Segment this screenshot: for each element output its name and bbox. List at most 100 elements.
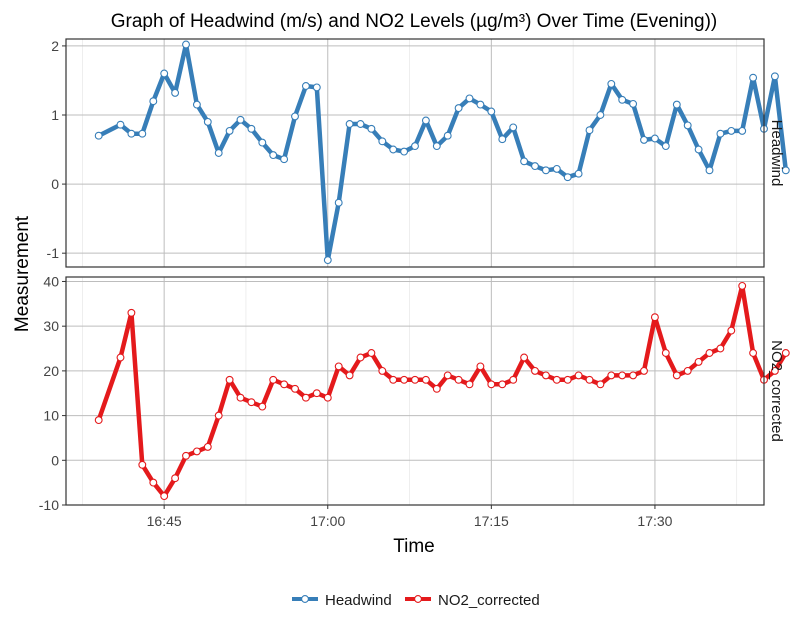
legend-item-no2-corrected: NO2_corrected (405, 592, 540, 609)
data-point (356, 120, 365, 128)
x-tick-label: 16:45 (147, 513, 182, 529)
data-point (236, 393, 245, 402)
data-point (203, 442, 212, 451)
data-point (291, 112, 299, 121)
data-point (629, 371, 638, 380)
data-point (421, 375, 430, 384)
data-point (214, 149, 223, 157)
y-tick-label: -1 (47, 245, 60, 261)
data-point (171, 474, 180, 483)
data-point (323, 393, 332, 402)
data-point (280, 155, 289, 164)
panel-headwind: -1 0 1 2 Headwind (47, 38, 790, 268)
data-point (301, 393, 310, 402)
x-tick-label: 17:15 (474, 513, 509, 529)
data-point (694, 145, 703, 154)
data-point (225, 126, 234, 135)
data-point (127, 308, 136, 317)
data-point (301, 82, 310, 90)
legend-point-swatch (414, 595, 422, 603)
data-point (269, 151, 278, 160)
panel-border (65, 276, 765, 506)
data-point (465, 94, 474, 103)
data-point (640, 135, 648, 144)
data-point (258, 402, 267, 411)
data-point (727, 326, 736, 335)
data-point (291, 384, 299, 393)
y-axis-label: Measurement (12, 215, 33, 332)
data-point (563, 173, 572, 182)
data-point (127, 129, 136, 138)
y-tick-label: 10 (43, 408, 59, 424)
data-point (705, 166, 714, 175)
data-point (661, 142, 670, 151)
data-point (400, 147, 409, 156)
data-point (312, 389, 321, 398)
data-point (541, 371, 550, 380)
legend-point-swatch (301, 595, 309, 603)
data-point (640, 366, 648, 375)
y-tick-label: 1 (51, 107, 59, 123)
data-point (432, 142, 441, 151)
data-point (378, 366, 387, 375)
data-point (138, 129, 147, 138)
data-point (345, 120, 354, 128)
data-point (629, 99, 638, 108)
data-point (367, 124, 376, 133)
data-point (716, 344, 725, 353)
data-point (781, 349, 790, 357)
data-point (160, 69, 169, 78)
data-point (476, 100, 485, 109)
data-point (280, 380, 289, 389)
data-point (770, 366, 779, 375)
data-point (683, 121, 692, 130)
data-point (389, 145, 398, 154)
data-point (192, 447, 201, 456)
data-point (618, 371, 627, 380)
data-point (94, 131, 103, 140)
legend: Headwind NO2_corrected (292, 592, 540, 609)
panel-border (65, 38, 765, 268)
data-point (225, 375, 234, 384)
data-point (236, 115, 245, 124)
data-point (727, 126, 736, 135)
data-point (672, 100, 681, 109)
legend-item-headwind: Headwind (292, 592, 392, 609)
data-point (149, 97, 158, 106)
facet-strip-label: NO2_corrected (768, 340, 785, 442)
data-point (618, 95, 627, 104)
data-point (694, 357, 703, 366)
x-axis: 16:45 17:00 17:15 17:30 (147, 505, 673, 529)
data-point (149, 478, 158, 487)
data-point (182, 40, 190, 49)
data-point (411, 142, 419, 151)
data-point (476, 362, 485, 371)
x-axis-label: Time (393, 536, 435, 557)
data-point (454, 104, 463, 113)
data-point (585, 375, 594, 384)
data-point (661, 349, 670, 357)
data-point (400, 375, 409, 384)
data-point (334, 198, 343, 207)
data-point (716, 129, 725, 138)
data-point (531, 162, 539, 171)
data-point (683, 366, 692, 375)
chart-panels: -1012Headwind-10010203040NO2_corrected16… (39, 38, 790, 529)
data-point (520, 157, 529, 166)
legend-label: Headwind (325, 592, 392, 609)
data-point (378, 137, 387, 146)
y-tick-label: 0 (51, 452, 59, 468)
chart-title: Graph of Headwind (m/s) and NO2 Levels (… (111, 11, 717, 32)
data-point (421, 116, 430, 125)
data-point (781, 166, 790, 175)
series-line-no2-corrected (96, 283, 789, 499)
y-tick-label: 20 (43, 363, 59, 379)
data-point (182, 451, 190, 460)
legend-label: NO2_corrected (438, 592, 540, 609)
data-point (607, 371, 616, 380)
data-point (116, 353, 125, 362)
y-tick-label: 30 (43, 318, 59, 334)
data-point (541, 166, 550, 175)
data-point (596, 380, 605, 389)
